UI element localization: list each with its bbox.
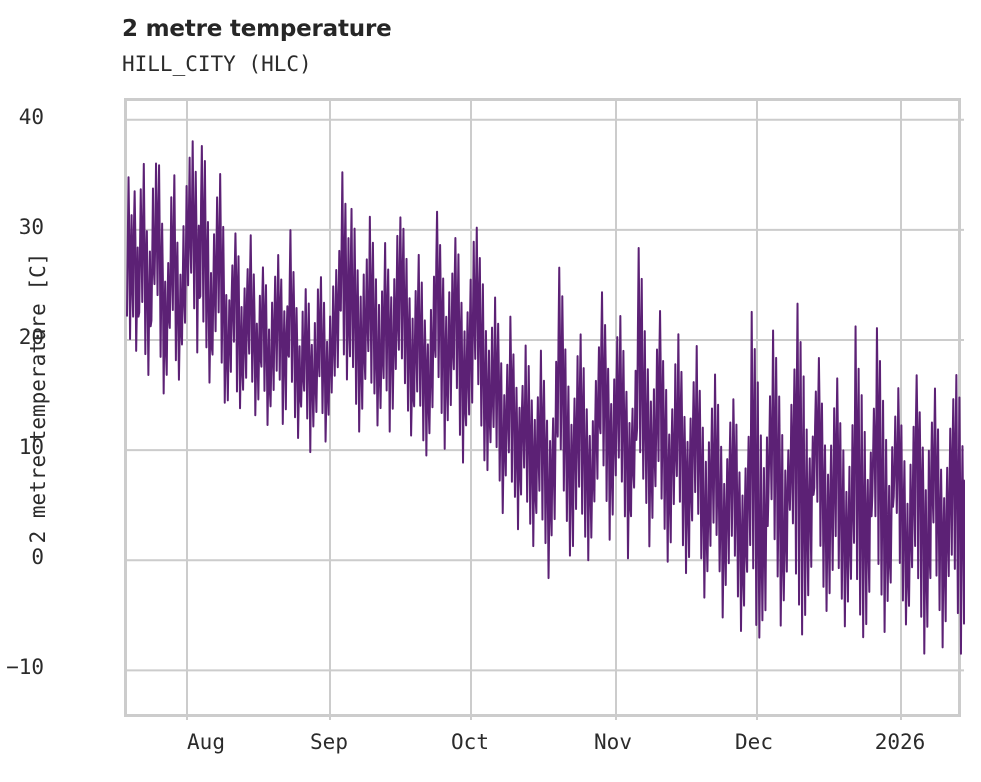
y-axis-tick-label: 30: [18, 214, 44, 239]
plot-area: [124, 98, 965, 720]
series-lines: [126, 140, 965, 655]
y-axis-tick-label: 10: [18, 435, 44, 460]
x-axis-tick-label: Sep: [310, 730, 348, 754]
y-axis-tick-label: 20: [18, 325, 44, 349]
x-axis-tick-label: 2026: [874, 730, 926, 754]
y-axis-tick-label: 0: [31, 545, 44, 570]
y-axis-label: 2 metre temperature [C]: [26, 252, 50, 544]
page-title: 2 metre temperature: [122, 16, 392, 42]
chart-subtitle: HILL_CITY (HLC): [122, 52, 312, 76]
x-axis-tick-label: Dec: [735, 730, 773, 754]
x-axis-tick-label: Nov: [594, 730, 632, 754]
series-line-0: [126, 140, 965, 655]
y-axis-tick-label: 40: [18, 104, 44, 129]
x-axis-tick-label: Aug: [187, 730, 225, 754]
plot-svg: [126, 101, 965, 720]
x-axis-tick-label: Oct: [451, 730, 489, 754]
y-axis-tick-label: −10: [6, 655, 44, 680]
